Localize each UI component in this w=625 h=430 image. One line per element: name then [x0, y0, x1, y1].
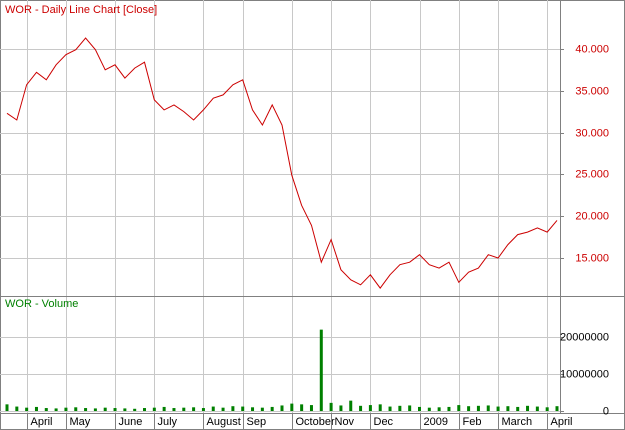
volume-bar [123, 408, 127, 411]
volume-bar [54, 408, 58, 411]
volume-bar [496, 406, 500, 411]
volume-bar [467, 406, 471, 411]
volume-bar [172, 408, 176, 411]
y-tick-label: 15.000 [575, 252, 609, 264]
volume-bar [545, 407, 549, 411]
volume-bar [152, 407, 156, 411]
volume-bar [5, 404, 9, 411]
volume-bar [44, 408, 48, 411]
x-tick-label: Nov [335, 416, 355, 428]
volume-bar [339, 405, 343, 411]
x-tick-label: March [502, 416, 533, 428]
volume-bar [427, 407, 431, 411]
volume-bar [516, 406, 520, 411]
price-line [6, 37, 558, 289]
y-tick-label: 20.000 [575, 210, 609, 222]
volume-bar [290, 403, 294, 411]
volume-bar [231, 406, 235, 411]
volume-bar [251, 407, 255, 411]
volume-bar [260, 407, 264, 411]
volume-bar [241, 406, 245, 411]
volume-bar [270, 406, 274, 411]
volume-bar [447, 406, 451, 411]
volume-bar [103, 407, 107, 411]
volume-bar [300, 404, 304, 411]
volume-bar [526, 405, 530, 411]
x-tick-label: June [119, 416, 143, 428]
volume-bar [506, 406, 510, 411]
x-tick-label: July [158, 416, 178, 428]
volume-bar [329, 402, 333, 411]
volume-bar [437, 407, 441, 411]
y-tick-label: 10000000 [560, 368, 609, 380]
panel-title: WOR - Volume [5, 298, 78, 310]
volume-bar [476, 405, 480, 411]
volume-bar [418, 406, 421, 411]
volume-bar [133, 408, 137, 411]
volume-bar [201, 408, 205, 411]
volume-bar [555, 406, 559, 411]
volume-bar [192, 407, 196, 411]
volume-bar [388, 406, 392, 411]
y-tick-label: 0 [603, 405, 609, 417]
volume-bar [221, 407, 225, 411]
volume-bar [15, 406, 19, 411]
y-tick-label: 25.000 [575, 168, 609, 180]
volume-bar [74, 407, 78, 411]
volume-bar [182, 407, 186, 411]
volume-bar [368, 405, 372, 411]
volume-bar [319, 329, 323, 411]
volume-bar [535, 406, 539, 411]
volume-bar [34, 406, 38, 411]
y-tick-label: 30.000 [575, 127, 609, 139]
volume-bar [359, 405, 363, 411]
volume-bar [93, 408, 97, 411]
volume-bar [408, 405, 412, 411]
volume-bar [113, 408, 117, 411]
volume-bar [84, 408, 88, 411]
y-tick-label: 20000000 [560, 331, 609, 343]
x-tick-label: 2009 [424, 416, 448, 428]
volume-bar [378, 404, 382, 411]
volume-bar [211, 406, 215, 411]
volume-bar [486, 405, 490, 411]
x-tick-label: May [70, 416, 91, 428]
panel-title: WOR - Daily Line Chart [Close] [5, 4, 157, 16]
y-tick-label: 40.000 [575, 43, 609, 55]
x-tick-label: April [31, 416, 53, 428]
x-tick-label: Sep [247, 416, 267, 428]
x-tick-label: August [207, 416, 241, 428]
volume-bar [143, 408, 146, 411]
x-tick-label: April [551, 416, 573, 428]
x-tick-label: Feb [463, 416, 482, 428]
volume-bar [398, 405, 402, 411]
volume-bar [64, 407, 68, 411]
volume-bar [25, 407, 29, 411]
volume-bar [162, 406, 166, 411]
volume-bar [349, 400, 353, 411]
y-tick-label: 35.000 [575, 85, 609, 97]
volume-bar [309, 405, 313, 411]
x-tick-label: October [296, 416, 335, 428]
volume-bar [457, 405, 461, 411]
x-tick-label: Dec [374, 416, 394, 428]
volume-bar [280, 405, 284, 411]
